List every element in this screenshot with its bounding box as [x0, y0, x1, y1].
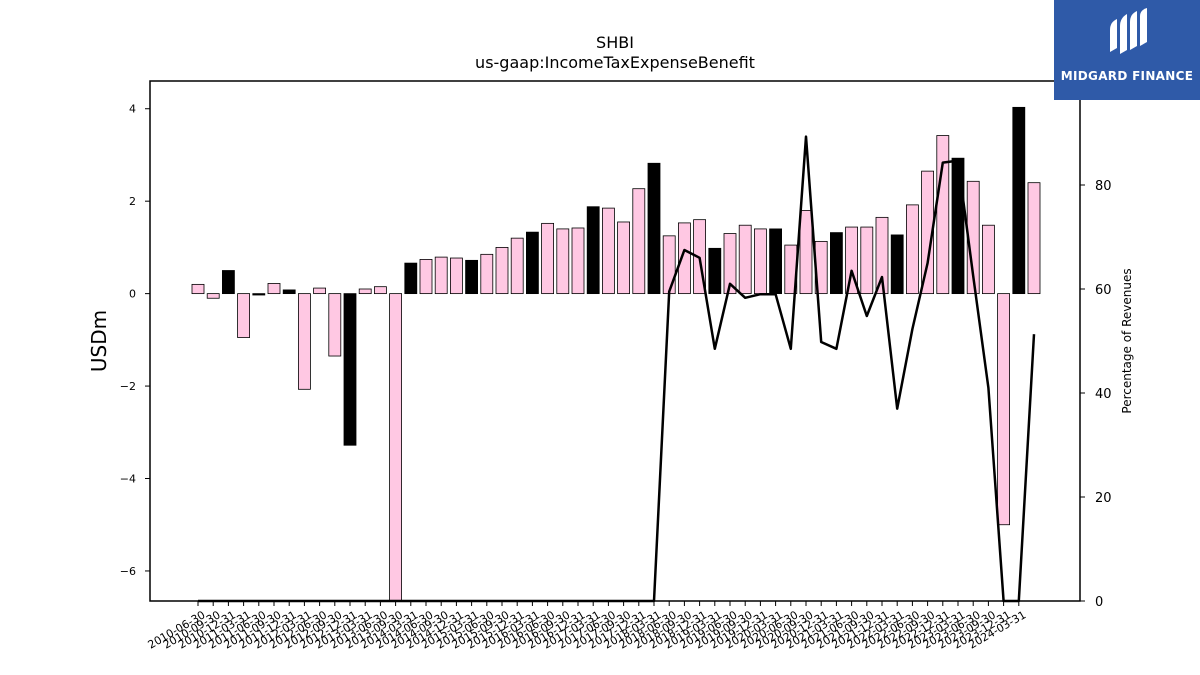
bars-group — [191, 106, 1041, 602]
bar — [267, 283, 281, 295]
bar — [480, 253, 494, 295]
bar — [890, 234, 904, 295]
y-tick-label: −4 — [120, 473, 136, 486]
bar — [951, 157, 965, 295]
y-tick-label: 4 — [129, 103, 136, 116]
bar — [678, 222, 691, 295]
bar — [769, 228, 782, 295]
bar — [191, 283, 205, 295]
bar — [906, 204, 919, 295]
bar — [358, 288, 372, 295]
bar — [586, 206, 600, 295]
y2-tick-label: 20 — [1095, 491, 1112, 506]
bar — [495, 246, 509, 295]
bar — [465, 259, 479, 295]
bar — [617, 221, 630, 295]
bar — [602, 207, 615, 295]
bar — [282, 289, 296, 295]
x-axis: 2010-06-302010-09-302010-12-312011-03-31… — [146, 601, 1028, 652]
bar — [297, 293, 311, 390]
plot-frame — [149, 80, 1081, 602]
bar — [982, 224, 995, 295]
bar — [860, 226, 874, 295]
y2-axis: 0 20 40 60 80 — [1080, 179, 1112, 610]
bar — [434, 256, 448, 295]
bar — [526, 231, 539, 295]
chart-subtitle: us-gaap:IncomeTaxExpenseBenefit — [475, 53, 755, 72]
y-tick-label: −6 — [120, 565, 136, 578]
bar — [541, 222, 554, 295]
midgard-finance-logo: MIDGARD FINANCE — [1054, 0, 1200, 100]
bar — [632, 188, 646, 295]
bar — [997, 293, 1010, 526]
bar — [373, 286, 387, 295]
bar — [875, 216, 889, 295]
bar — [1027, 182, 1041, 295]
logo-text: MIDGARD FINANCE — [1060, 69, 1194, 83]
y2-axis-label: Percentage of Revenues — [1120, 268, 1134, 413]
bar — [252, 293, 266, 296]
bar — [936, 135, 950, 295]
bar — [404, 262, 418, 295]
bar — [708, 247, 722, 295]
y-tick-label: 0 — [129, 288, 136, 301]
y2-tick-label: 40 — [1095, 387, 1112, 402]
bar — [754, 228, 767, 295]
y-axis-label: USDm — [87, 310, 111, 372]
bar — [723, 233, 737, 295]
bar — [237, 293, 251, 338]
bar — [343, 293, 357, 446]
bar — [510, 237, 524, 295]
bar — [328, 293, 342, 357]
bar — [419, 259, 433, 295]
chart-title: SHBI — [596, 33, 634, 52]
bar — [662, 235, 676, 295]
y2-tick-label: 0 — [1095, 595, 1103, 610]
y-tick-label: 2 — [129, 195, 136, 208]
y-axis: −6 −4 −2 0 2 4 — [120, 103, 150, 578]
bar — [1012, 106, 1026, 295]
logo-mark-icon — [1110, 8, 1147, 54]
bar — [389, 293, 403, 602]
bar — [313, 287, 327, 295]
bar — [738, 224, 752, 295]
bar — [221, 270, 235, 295]
bar — [449, 257, 463, 295]
bar — [556, 228, 570, 295]
y2-tick-label: 60 — [1095, 283, 1112, 298]
bar — [571, 227, 585, 295]
bar — [206, 293, 220, 299]
bar — [799, 210, 813, 295]
y-tick-label: −2 — [120, 380, 136, 393]
y2-tick-label: 80 — [1095, 179, 1112, 194]
bar — [921, 170, 934, 295]
bar — [647, 162, 661, 295]
bar — [830, 232, 843, 295]
